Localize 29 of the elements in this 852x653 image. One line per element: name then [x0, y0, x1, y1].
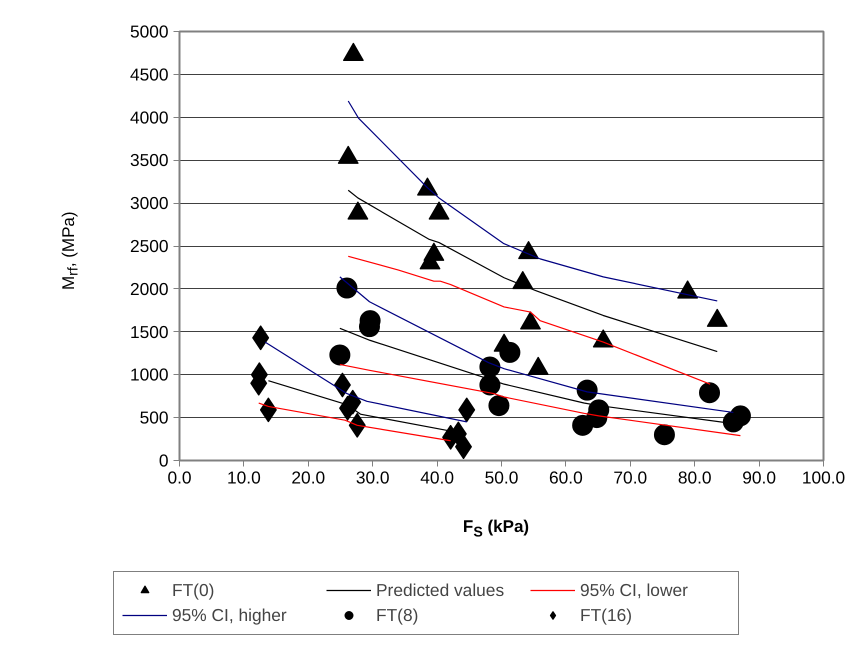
legend-label: FT(0)	[172, 580, 216, 600]
y-tick-label: 3500	[130, 150, 169, 170]
y-tick-label: 5000	[130, 22, 169, 42]
y-tick-label: 500	[140, 408, 169, 428]
x-tick-label: 10.0	[227, 468, 261, 488]
x-tick-label: 90.0	[742, 468, 776, 488]
y-tick-label: 4500	[130, 64, 169, 84]
x-tick-label: 100.0	[802, 468, 846, 488]
x-tick-label: 50.0	[484, 468, 518, 488]
legend-label: 95% CI, higher	[172, 604, 288, 626]
legend-label: Predicted values	[376, 580, 506, 600]
y-tick-label: 1500	[130, 322, 169, 342]
x-tick-label: 20.0	[291, 468, 326, 488]
x-tick-label: 30.0	[356, 468, 390, 488]
x-axis-title: F$_{S}$ (kPa)	[462, 516, 530, 542]
y-tick-label: 1000	[130, 364, 169, 385]
legend-label: FT(8)	[376, 604, 420, 626]
y-tick-label: 2500	[130, 236, 169, 256]
y-tick-label: 3000	[130, 193, 169, 214]
x-tick-label: 0.0	[167, 468, 192, 488]
y-tick-label: 2000	[130, 278, 169, 299]
x-tick-label: 60.0	[549, 468, 583, 488]
legend-label: 95% CI, lower	[580, 580, 689, 600]
y-tick-label: 0	[158, 450, 169, 470]
x-tick-label: 40.0	[420, 468, 454, 488]
y-tick-label: 4000	[130, 107, 169, 128]
legend-label: FT(16)	[580, 604, 633, 626]
x-tick-label: 80.0	[678, 468, 712, 488]
x-tick-label: 70.0	[613, 468, 648, 488]
